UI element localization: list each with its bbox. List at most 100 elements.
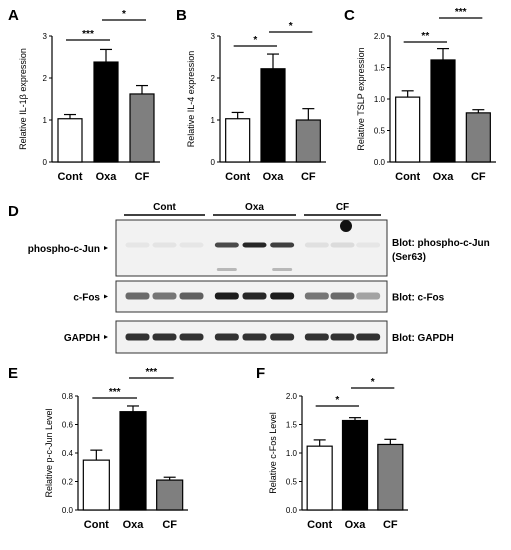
bar — [377, 443, 404, 511]
blot-band — [272, 268, 293, 271]
significance-label: *** — [109, 387, 121, 398]
y-tick-label: 1 — [43, 116, 48, 125]
panel-letter: C — [344, 7, 355, 24]
bar — [129, 93, 155, 163]
blot-band — [125, 292, 150, 300]
y-tick-label: 0.4 — [62, 449, 74, 458]
category-label: Oxa — [345, 519, 367, 531]
category-label: CF — [383, 519, 398, 531]
category-label: Cont — [307, 519, 332, 531]
y-tick-label: 0.0 — [286, 506, 298, 515]
category-label: CF — [162, 519, 177, 531]
blot-band — [330, 292, 355, 300]
y-axis-label: Relative IL-4 expression — [186, 51, 196, 148]
significance-label: * — [335, 395, 339, 406]
blot-band — [356, 242, 381, 248]
y-tick-label: 0.5 — [374, 127, 386, 136]
blot-band — [214, 242, 239, 248]
significance-label: * — [289, 21, 293, 32]
blot-band — [356, 333, 381, 341]
y-axis-label: Relative c-Fos Level — [268, 412, 278, 494]
bar — [57, 118, 83, 163]
category-label: Cont — [225, 171, 250, 183]
blot-band — [216, 268, 237, 271]
category-label: Oxa — [263, 171, 285, 183]
y-tick-label: 0.0 — [374, 158, 386, 167]
significance-label: *** — [145, 367, 157, 378]
significance-label: *** — [82, 29, 94, 40]
blot-band — [179, 242, 204, 248]
blot-artifact-spot — [340, 220, 352, 232]
category-label: Oxa — [433, 171, 455, 183]
y-tick-label: 0.2 — [62, 478, 74, 487]
panel-letter: F — [256, 365, 265, 382]
y-tick-label: 1.5 — [374, 64, 386, 73]
category-label: Cont — [57, 171, 82, 183]
category-label: CF — [301, 171, 316, 183]
blot-band — [152, 242, 177, 248]
blot-group-label: Cont — [153, 202, 176, 213]
chart-panel-a: A 0 1 2 3 Relative IL-1β expression Cont Oxa CF *… — [8, 7, 160, 183]
y-tick-label: 2.0 — [374, 32, 386, 41]
bar — [341, 419, 369, 511]
blot-band — [304, 333, 329, 341]
panel-letter: E — [8, 365, 18, 382]
category-label: Oxa — [123, 519, 145, 531]
chart-panel-c: C 0.0 0.5 1.0 1.5 2.0 Relative TSLP expression… — [344, 7, 496, 183]
bar — [82, 459, 110, 511]
y-tick-label: 0.5 — [286, 478, 298, 487]
chart-panel-e: E 0.0 0.2 0.4 0.6 0.8 Relative p-c-Jun Level Co… — [8, 365, 188, 531]
blot-group-label: Oxa — [245, 202, 264, 213]
arrowhead-icon — [104, 335, 108, 339]
blot-band — [214, 333, 239, 341]
y-tick-label: 2 — [43, 74, 48, 83]
bar — [156, 479, 184, 511]
blot-band — [242, 242, 267, 248]
category-label: CF — [135, 171, 150, 183]
significance-label: * — [122, 9, 126, 20]
arrowhead-icon — [104, 294, 108, 299]
y-tick-label: 1.0 — [374, 95, 386, 104]
blot-band — [179, 333, 204, 341]
blot-group-label: CF — [336, 202, 349, 213]
significance-label: * — [253, 35, 257, 46]
blot-band — [330, 333, 355, 341]
bar — [93, 61, 119, 163]
bar — [430, 59, 456, 163]
panel-letter: B — [176, 7, 187, 24]
blot-band — [304, 242, 329, 248]
blot-row-label: c-Fos — [73, 293, 100, 304]
blot-row-label: phospho-c-Jun — [28, 244, 100, 255]
blot-band — [270, 292, 295, 300]
western-blot-panel-d: D Cont Oxa CF phospho-c-Jun Blot: phospho-c-J… — [8, 202, 490, 354]
bar — [225, 118, 251, 163]
blot-band — [125, 333, 150, 341]
blot-band — [242, 292, 267, 300]
blot-band — [242, 333, 267, 341]
chart-panel-b: B 0 1 2 3 Relative IL-4 expression Cont Oxa CF * * — [176, 7, 326, 183]
blot-antibody-sub-label: (Ser63) — [392, 252, 426, 263]
panel-letter: A — [8, 7, 19, 24]
y-tick-label: 0.6 — [62, 421, 74, 430]
y-tick-label: 1.5 — [286, 421, 298, 430]
y-axis-label: Relative p-c-Jun Level — [44, 408, 54, 497]
bar — [395, 96, 421, 163]
y-tick-label: 1.0 — [286, 449, 298, 458]
category-label: Cont — [84, 519, 109, 531]
bar — [260, 68, 286, 163]
y-tick-label: 1 — [211, 116, 216, 125]
significance-label: ** — [421, 31, 429, 42]
bar — [295, 119, 321, 163]
blot-antibody-label: Blot: GAPDH — [392, 333, 454, 344]
significance-label: *** — [455, 7, 467, 18]
category-label: CF — [471, 171, 486, 183]
blot-antibody-label: Blot: phospho-c-Jun — [392, 238, 490, 249]
category-label: Cont — [395, 171, 420, 183]
y-tick-label: 2 — [211, 74, 216, 83]
y-axis-label: Relative TSLP expression — [356, 47, 366, 150]
blot-band — [270, 333, 295, 341]
blot-band — [270, 242, 295, 248]
blot-band — [304, 292, 329, 300]
y-tick-label: 0.8 — [62, 392, 74, 401]
